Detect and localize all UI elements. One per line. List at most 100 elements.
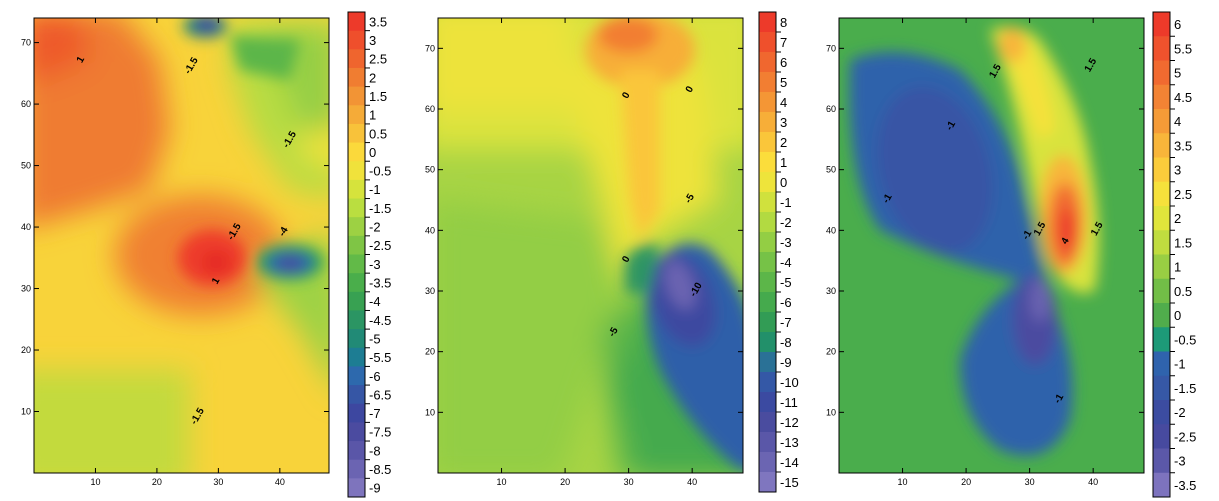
colorbar-swatch: [759, 112, 776, 133]
colorbar-label: -7: [780, 315, 792, 330]
x-tick-label: 20: [152, 477, 162, 487]
colorbar-swatch: [759, 392, 776, 413]
colorbar-label: -10: [780, 375, 799, 390]
panel-1: 1 -1.5-1.5-1.5 -41-1.5 10 20 30 4010203040506…: [21, 11, 391, 498]
colorbar-label: 6: [780, 55, 787, 70]
colorbar-swatch: [348, 273, 365, 293]
colorbar-label: -8: [780, 335, 792, 350]
panel-2-field: [438, 18, 743, 473]
panel-3-field: [839, 18, 1144, 473]
colorbar-swatch: [759, 292, 776, 313]
colorbar-swatch: [348, 478, 365, 498]
colorbar-label: -7: [369, 406, 381, 421]
colorbar-label: -8.5: [369, 462, 391, 477]
colorbar-label: 5.5: [1174, 41, 1192, 56]
colorbar-label: -1: [1174, 357, 1186, 372]
colorbar-swatch: [348, 12, 365, 32]
colorbar-label: 3: [1174, 163, 1181, 178]
x-tick-label: 30: [624, 477, 634, 487]
colorbar-label: -15: [780, 475, 799, 490]
colorbar-label: -5: [780, 275, 792, 290]
colorbar-swatch: [348, 329, 365, 349]
colorbar-swatch: [1153, 36, 1170, 61]
colorbar-swatch: [1153, 12, 1170, 37]
colorbar-label: 0: [780, 175, 787, 190]
colorbar-swatch: [759, 92, 776, 113]
colorbar-label: 1.5: [369, 89, 387, 104]
colorbar-label: -6: [369, 369, 381, 384]
colorbar-label: -3: [1174, 454, 1186, 469]
colorbar-label: -5.5: [369, 350, 391, 365]
x-tick-label: 30: [213, 477, 223, 487]
colorbar-swatch: [348, 198, 365, 218]
contour-label: 1: [210, 276, 223, 287]
y-tick-label: 70: [425, 43, 435, 53]
colorbar-label: -13: [780, 435, 799, 450]
colorbar-label: 4: [1174, 114, 1181, 129]
y-tick-label: 30: [21, 284, 31, 294]
contour-label: 1: [75, 54, 88, 65]
x-tick-label: 10: [497, 477, 507, 487]
panel-1-frame: [33, 17, 330, 474]
colorbar-swatch: [348, 123, 365, 144]
colorbar-label: -3.5: [369, 275, 391, 290]
colorbar-label: -2: [1174, 405, 1186, 420]
colorbar-label: -1: [780, 195, 792, 210]
y-tick-label: 50: [21, 161, 31, 171]
colorbar-label: -9: [780, 355, 792, 370]
x-tick-label: 40: [687, 477, 697, 487]
colorbar-swatch: [1153, 327, 1170, 352]
colorbar-swatch: [759, 212, 776, 233]
colorbar-swatch: [1153, 472, 1170, 498]
x-tick-label: 40: [275, 477, 285, 487]
colorbar-label: 0: [1174, 308, 1181, 323]
colorbar-label: -8: [369, 443, 381, 458]
colorbar-swatch: [759, 52, 776, 73]
colorbar-swatch: [759, 32, 776, 53]
colorbar-swatch: [1153, 109, 1170, 134]
colorbar-swatch: [1153, 230, 1170, 255]
colorbar-label: 7: [780, 35, 787, 50]
colorbar-swatch: [759, 192, 776, 213]
colorbar-swatch: [759, 232, 776, 253]
colorbar-swatch: [759, 312, 776, 333]
colorbar-swatch: [759, 152, 776, 173]
colorbar-label: -6: [780, 295, 792, 310]
colorbar-swatch: [759, 332, 776, 353]
colorbar-label: 2: [1174, 211, 1181, 226]
colorbar-swatch: [1153, 448, 1170, 474]
colorbar-label: -6.5: [369, 387, 391, 402]
colorbar-swatch: [348, 403, 365, 423]
colorbar-label: 1.5: [1174, 235, 1192, 250]
y-tick-label: 20: [425, 347, 435, 357]
x-tick-label: 10: [90, 477, 100, 487]
colorbar-swatch: [348, 422, 365, 442]
colorbar-label: -2.5: [369, 238, 391, 253]
colorbar-swatch: [348, 30, 365, 50]
colorbar-swatch: [348, 67, 365, 88]
colorbar-swatch: [759, 72, 776, 93]
colorbar-swatch: [759, 132, 776, 153]
colorbar-label: -1: [369, 182, 381, 197]
colorbar-swatch: [759, 472, 776, 493]
colorbar-swatch: [759, 172, 776, 193]
colorbar-label: -1.5: [1174, 381, 1196, 396]
colorbar-label: 3.5: [1174, 138, 1192, 153]
y-tick-label: 60: [826, 104, 836, 114]
y-tick-label: 30: [826, 286, 836, 296]
colorbar-label: -2.5: [1174, 429, 1196, 444]
colorbar-swatch: [1153, 278, 1170, 304]
y-tick-label: 50: [826, 165, 836, 175]
colorbar-label: -4: [369, 294, 381, 309]
colorbar-label: 2.5: [1174, 187, 1192, 202]
x-tick-label: 10: [898, 477, 908, 487]
colorbar-label: 4: [780, 95, 787, 110]
colorbar-label: 8: [780, 15, 787, 30]
colorbar-swatch: [759, 372, 776, 393]
colorbar-swatch: [348, 49, 365, 69]
colorbar-label: -3: [369, 257, 381, 272]
y-tick-label: 70: [826, 43, 836, 53]
x-tick-label: 30: [1025, 477, 1035, 487]
y-tick-label: 50: [425, 165, 435, 175]
colorbar-label: -12: [780, 415, 799, 430]
